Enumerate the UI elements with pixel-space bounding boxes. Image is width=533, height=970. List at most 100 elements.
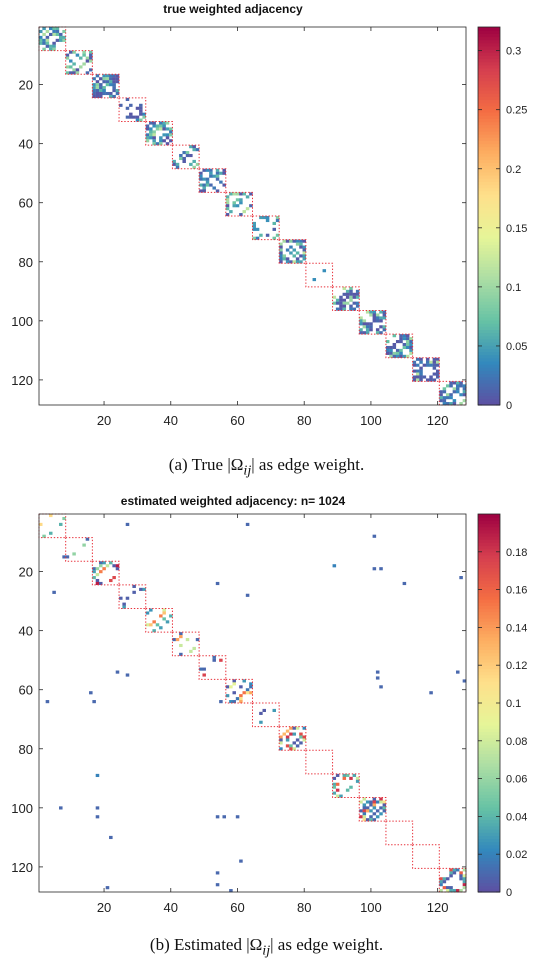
matrix-cell [59, 38, 63, 42]
matrix-cell [295, 239, 300, 243]
matrix-cell [109, 80, 113, 84]
matrix-cell [335, 794, 340, 798]
matrix-cell [215, 581, 220, 586]
matrix-cell [359, 328, 363, 332]
matrix-cell [95, 80, 100, 84]
matrix-cell [109, 91, 113, 96]
matrix-cell [365, 325, 370, 329]
matrix-cell [149, 136, 153, 140]
matrix-cell [365, 809, 370, 813]
matrix-cell [115, 77, 120, 81]
chart-b-title: estimated weighted adjacency: n= 1024 [121, 494, 346, 508]
matrix-cell [412, 363, 417, 367]
matrix-cell [285, 239, 290, 243]
matrix-cell [402, 334, 407, 338]
matrix-cell [95, 94, 100, 99]
matrix-cell [392, 354, 397, 358]
matrix-cell [52, 27, 56, 31]
matrix-cell [225, 195, 230, 199]
matrix-cell [162, 608, 166, 612]
matrix-cell [399, 337, 403, 341]
colorbar-tick-label: 0.02 [506, 849, 527, 861]
matrix-cell [199, 667, 203, 671]
matrix-cell [379, 331, 383, 335]
matrix-cell [199, 177, 203, 181]
matrix-cell [112, 564, 116, 568]
matrix-cell [412, 360, 417, 364]
matrix-cell [359, 316, 363, 320]
matrix-cell [242, 192, 246, 196]
matrix-cell [89, 50, 93, 54]
matrix-cell [372, 313, 377, 317]
matrix-cell [139, 587, 143, 591]
matrix-cell [239, 685, 243, 689]
matrix-cell [175, 165, 180, 169]
matrix-cell [45, 35, 50, 39]
matrix-cell [369, 809, 373, 813]
matrix-cell [162, 124, 166, 128]
matrix-cell [289, 245, 293, 249]
matrix-cell [372, 800, 377, 804]
matrix-cell [172, 159, 176, 163]
matrix-cell [279, 242, 283, 246]
matrix-cell [159, 139, 163, 143]
matrix-cell [72, 552, 76, 556]
matrix-cell [302, 254, 307, 258]
matrix-cell [362, 812, 367, 816]
matrix-cell [412, 369, 417, 373]
matrix-cell [459, 576, 463, 580]
matrix-cell [162, 611, 166, 615]
matrix-cell [279, 735, 283, 739]
matrix-cell [75, 68, 80, 72]
matrix-cell [292, 254, 297, 258]
matrix-cell [355, 292, 360, 296]
matrix-cell [39, 38, 43, 42]
x-tick-label: 80 [297, 413, 311, 428]
matrix-cell [442, 399, 447, 403]
matrix-cell [115, 74, 120, 78]
matrix-cell [395, 340, 400, 344]
matrix-cell [42, 41, 46, 45]
matrix-cell [332, 785, 337, 789]
matrix-cell [182, 151, 186, 155]
matrix-cell [42, 47, 46, 51]
matrix-cell [245, 691, 250, 695]
matrix-cell [49, 47, 53, 51]
matrix-cell [349, 292, 353, 296]
matrix-cell [455, 384, 460, 388]
y-tick-label: 120 [11, 373, 33, 388]
matrix-cell [139, 106, 143, 110]
matrix-cell [382, 803, 387, 807]
matrix-cell [442, 396, 447, 400]
matrix-cell [95, 567, 100, 571]
matrix-cell [379, 812, 383, 816]
matrix-cell [89, 68, 93, 72]
matrix-cell [379, 325, 383, 329]
matrix-cell [225, 213, 230, 217]
matrix-cell [452, 399, 457, 403]
matrix-cell [392, 342, 397, 347]
matrix-cell [212, 658, 216, 662]
matrix-cell [349, 307, 353, 311]
caption-a-symbol: |Ω [227, 455, 244, 474]
block-outline [305, 749, 334, 775]
matrix-cell [302, 239, 307, 243]
matrix-cell [79, 56, 83, 60]
matrix-cell [452, 381, 457, 385]
matrix-cell [225, 204, 230, 208]
x-tick-label: 40 [164, 900, 178, 915]
matrix-cell [99, 94, 103, 99]
matrix-cell [452, 889, 457, 893]
matrix-cell [289, 732, 293, 736]
matrix-cell [189, 145, 193, 149]
matrix-cell [112, 86, 116, 90]
matrix-cell [109, 835, 113, 840]
matrix-cell [379, 567, 383, 571]
block-outline [91, 73, 120, 99]
matrix-cell [279, 260, 283, 264]
matrix-cell [149, 127, 153, 131]
matrix-cell [459, 889, 463, 893]
matrix-cell [102, 561, 106, 565]
matrix-cell [65, 71, 70, 75]
matrix-cell [99, 91, 103, 96]
